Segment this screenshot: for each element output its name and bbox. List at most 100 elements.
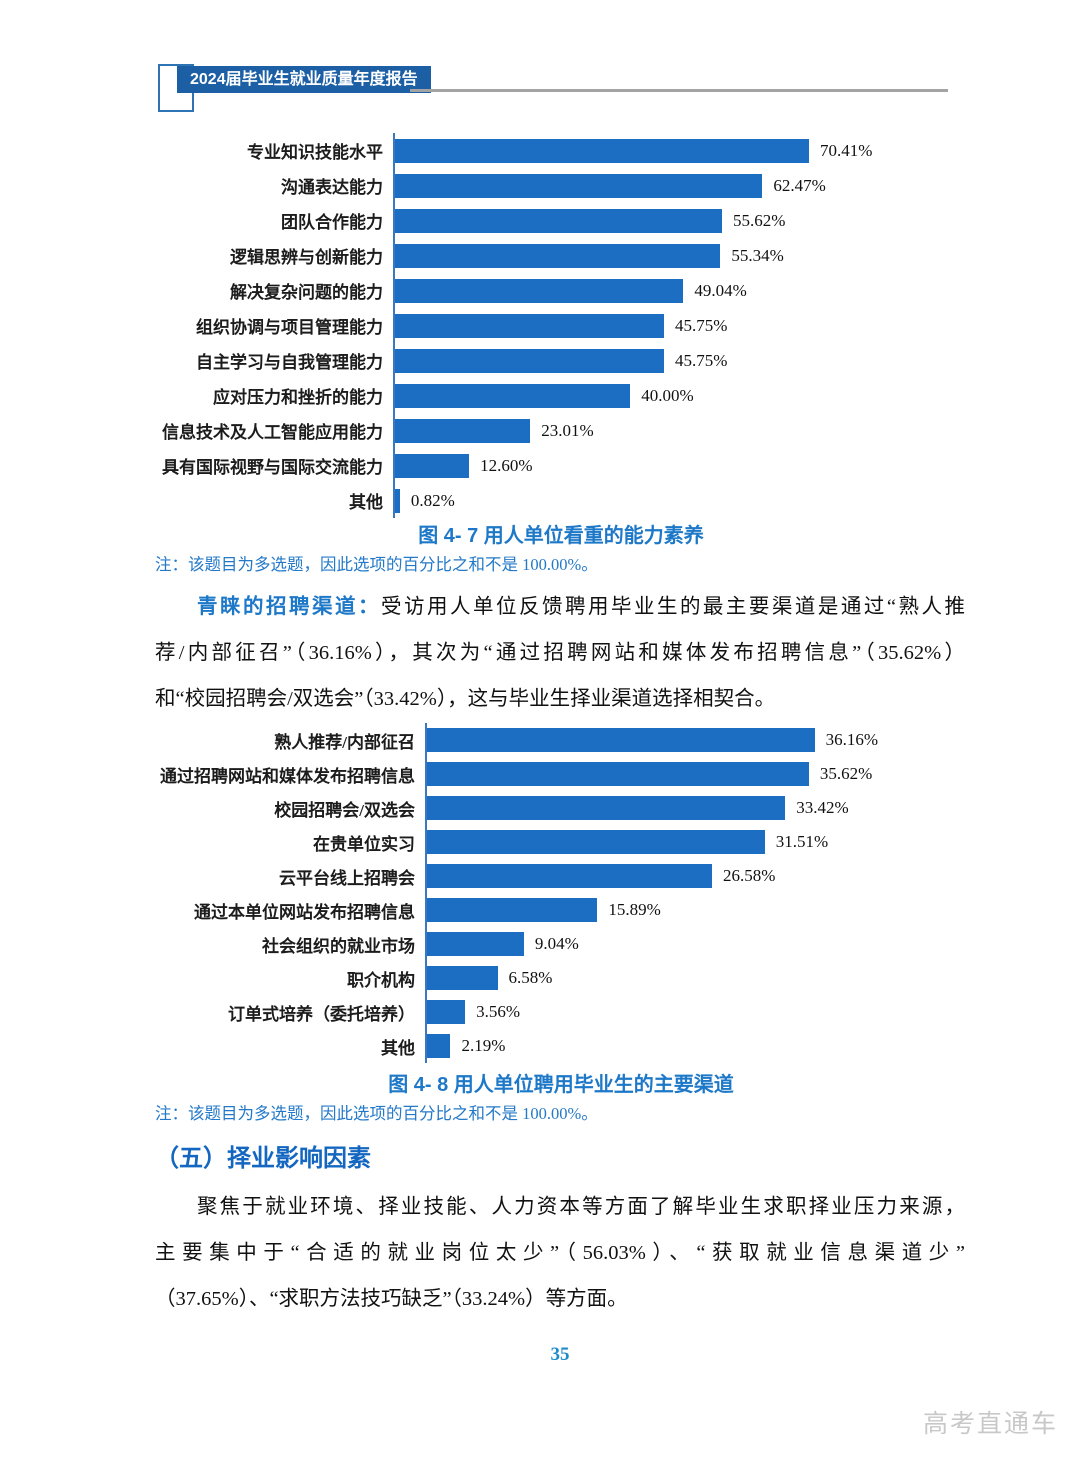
chart-row: 自主学习与自我管理能力 45.75% (155, 343, 967, 378)
bar-track: 6.58% (425, 961, 967, 995)
category-label: 团队合作能力 (281, 213, 383, 232)
chart-row: 通过招聘网站和媒体发布招聘信息 35.62% (155, 757, 967, 791)
chart-row: 逻辑思辨与创新能力 55.34% (155, 238, 967, 273)
value-label: 0.82% (410, 490, 455, 510)
chart-row: 其他 0.82% (155, 483, 967, 518)
category-label: 沟通表达能力 (281, 178, 383, 197)
section-heading: （五）择业影响因素 (155, 1145, 371, 1172)
page-number: 35 (550, 1344, 570, 1365)
bar (427, 728, 815, 752)
bar (395, 488, 400, 513)
bar-track: 23.01% (393, 413, 967, 448)
value-label: 49.04% (694, 280, 747, 300)
category-label: 解决复杂问题的能力 (230, 283, 383, 302)
category-label: 自主学习与自我管理能力 (196, 353, 383, 372)
bar (427, 898, 598, 922)
chart-row: 解决复杂问题的能力 49.04% (155, 273, 967, 308)
chart-row: 组织协调与项目管理能力 45.75% (155, 308, 967, 343)
bar-track: 3.56% (425, 995, 967, 1029)
value-label: 45.75% (675, 350, 728, 370)
bar (427, 966, 498, 990)
figure-4-8-caption: 图 4- 8 用人单位聘用毕业生的主要渠道 (388, 1074, 734, 1096)
paragraph-recruitment-channels: 青睐的招聘渠道：受访用人单位反馈聘用毕业生的最主要渠道是通过“熟人推 荐/内部征… (155, 584, 965, 722)
category-label: 信息技术及人工智能应用能力 (162, 423, 383, 442)
paragraph-job-choice-factors: 聚焦于就业环境、择业技能、人力资本等方面了解毕业生求职择业压力来源， 主要集中于… (155, 1184, 965, 1322)
category-label: 通过招聘网站和媒体发布招聘信息 (160, 766, 415, 786)
figure-4-8-note: 注：该题目为多选题，因此选项的百分比之和不是 100.00%。 (155, 1104, 598, 1123)
value-label: 6.58% (508, 968, 553, 987)
chart-row: 应对压力和挫折的能力 40.00% (155, 378, 967, 413)
bar-track: 26.58% (425, 859, 967, 893)
category-label: 在贵单位实习 (313, 834, 415, 854)
figure-4-7-note: 注：该题目为多选题，因此选项的百分比之和不是 100.00%。 (155, 555, 598, 574)
value-label: 12.60% (480, 455, 533, 475)
chart-row: 订单式培养（委托培养） 3.56% (155, 995, 967, 1029)
category-label: 具有国际视野与国际交流能力 (162, 458, 383, 477)
category-label: 通过本单位网站发布招聘信息 (194, 902, 415, 922)
category-label: 其他 (381, 1038, 415, 1058)
category-label: 校园招聘会/双选会 (274, 800, 415, 820)
chart-row: 校园招聘会/双选会 33.42% (155, 791, 967, 825)
bar-track: 2.19% (425, 1029, 967, 1063)
figure-4-7-caption: 图 4- 7 用人单位看重的能力素养 (418, 525, 704, 547)
bar-track: 49.04% (393, 273, 967, 308)
bar (427, 1034, 451, 1058)
bar-track: 55.34% (393, 238, 967, 273)
bar-track: 31.51% (425, 825, 967, 859)
bar (395, 278, 684, 303)
bar-track: 40.00% (393, 378, 967, 413)
value-label: 55.34% (731, 245, 784, 265)
bar-track: 15.89% (425, 893, 967, 927)
value-label: 23.01% (541, 420, 594, 440)
bar (395, 138, 809, 163)
bar (395, 243, 721, 268)
bar (427, 1000, 466, 1024)
value-label: 33.42% (796, 798, 849, 817)
category-label: 组织协调与项目管理能力 (196, 318, 383, 337)
paragraph-text: 受访用人单位反馈聘用毕业生的最主要渠道是通过“熟人推 (380, 596, 965, 618)
header-title: 2024届毕业生就业质量年度报告 (177, 66, 431, 93)
category-label: 社会组织的就业市场 (262, 936, 415, 956)
watermark: 高考直通车 (922, 1410, 1058, 1438)
paragraph-line: 主要集中于“合适的就业岗位太少”（56.03%）、“获取就业信息渠道少” (155, 1242, 965, 1264)
bar-track: 45.75% (393, 343, 967, 378)
bar-track: 35.62% (425, 757, 967, 791)
header-rule (410, 89, 948, 92)
value-label: 2.19% (461, 1036, 506, 1055)
paragraph-line: 荐/内部征召”（36.16%），其次为“通过招聘网站和媒体发布招聘信息”（35.… (155, 642, 965, 664)
chart-row: 通过本单位网站发布招聘信息 15.89% (155, 893, 967, 927)
bar-track: 12.60% (393, 448, 967, 483)
bar (395, 313, 664, 338)
category-label: 云平台线上招聘会 (279, 868, 415, 888)
value-label: 70.41% (820, 140, 873, 160)
chart-row: 在贵单位实习 31.51% (155, 825, 967, 859)
chart-row: 其他 2.19% (155, 1029, 967, 1063)
value-label: 26.58% (722, 866, 776, 885)
category-label: 应对压力和挫折的能力 (213, 388, 383, 407)
chart-row: 云平台线上招聘会 26.58% (155, 859, 967, 893)
value-label: 45.75% (675, 315, 728, 335)
bar (395, 173, 763, 198)
category-label: 熟人推荐/内部征召 (274, 732, 415, 752)
category-label: 订单式培养（委托培养） (228, 1004, 415, 1024)
category-label: 专业知识技能水平 (247, 143, 383, 162)
category-label: 其他 (349, 493, 383, 512)
chart-row: 职介机构 6.58% (155, 961, 967, 995)
value-label: 9.04% (534, 934, 579, 953)
category-label: 职介机构 (347, 970, 415, 990)
chart-figure-4-7: 专业知识技能水平 70.41% 沟通表达能力 62.47% 团队合作能力 55.62% 逻辑… (155, 133, 967, 518)
category-label: 逻辑思辨与创新能力 (230, 248, 383, 267)
bar (395, 348, 664, 373)
value-label: 36.16% (825, 730, 879, 749)
paragraph-line: 和“校园招聘会/双选会”（33.42%），这与毕业生择业渠道选择相契合。 (155, 688, 776, 710)
bar (395, 418, 531, 443)
value-label: 40.00% (641, 385, 694, 405)
bar-track: 45.75% (393, 308, 967, 343)
chart-row: 信息技术及人工智能应用能力 23.01% (155, 413, 967, 448)
chart-row: 专业知识技能水平 70.41% (155, 133, 967, 168)
bar (427, 864, 712, 888)
bar-track: 62.47% (393, 168, 967, 203)
chart-row: 沟通表达能力 62.47% (155, 168, 967, 203)
paragraph-line: 青睐的招聘渠道：受访用人单位反馈聘用毕业生的最主要渠道是通过“熟人推 (155, 584, 965, 630)
chart-row: 团队合作能力 55.62% (155, 203, 967, 238)
